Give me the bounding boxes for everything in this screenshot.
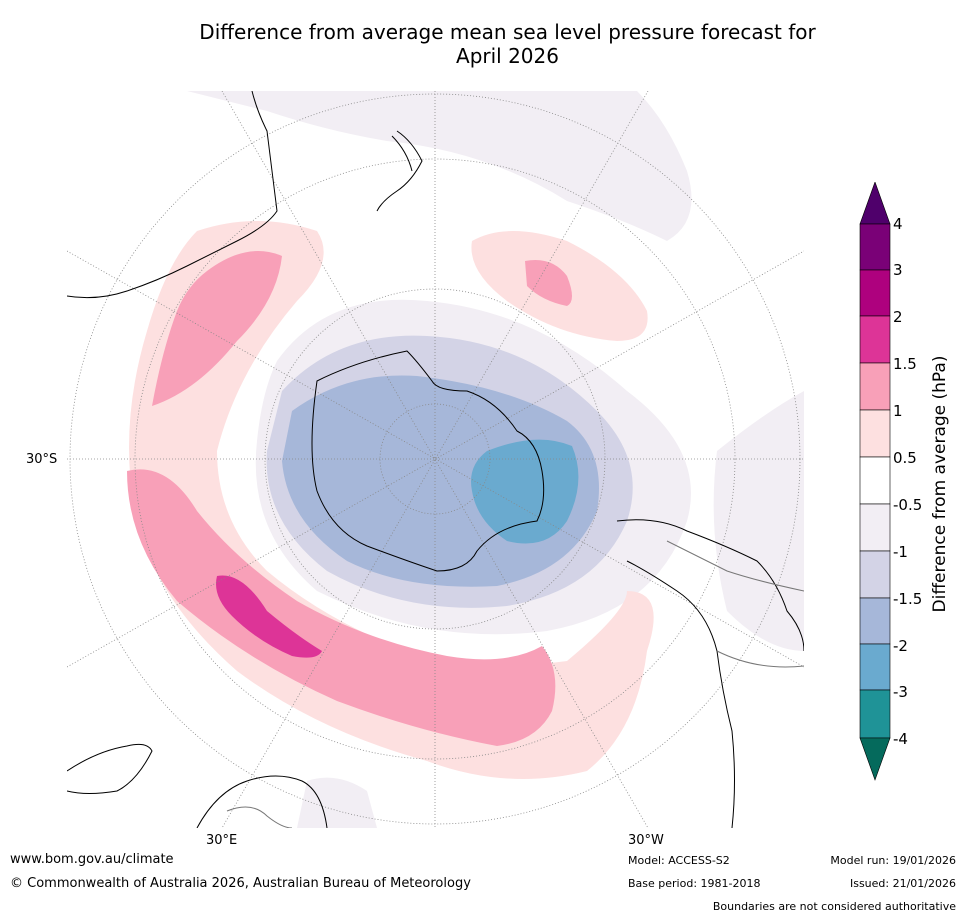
colorbar-segment-neg15-neg2 (859, 597, 891, 645)
south-america-border (666, 540, 804, 668)
polar-map (67, 91, 804, 828)
anomaly-pos1-bottom (127, 469, 556, 746)
anomaly-pos1-top-right (525, 260, 572, 306)
title-line-1: Difference from average mean sea level p… (199, 20, 816, 44)
south-america-coastline (616, 519, 804, 828)
colorbar-top-extend (859, 182, 891, 225)
colorbar-tick: 1 (893, 402, 903, 420)
colorbar-tick: 4 (893, 215, 903, 233)
colorbar-tick: 0.5 (893, 449, 917, 467)
colorbar-tick: 1.5 (893, 355, 917, 373)
issued-date: Issued: 21/01/2026 (849, 877, 956, 890)
anomaly-neg05-top (187, 91, 692, 241)
colorbar-tick: -4 (893, 730, 908, 748)
colorbar-segment-1-15 (859, 362, 891, 411)
anomaly-pos15 (216, 575, 322, 658)
colorbar-segment-neg2-neg3 (859, 643, 891, 691)
new-zealand-coastline (376, 130, 423, 212)
colorbar-segment-neg3-neg4 (859, 689, 891, 739)
title-line-2: April 2026 (456, 44, 559, 68)
boundary-disclaimer: Boundaries are not considered authoritat… (712, 900, 956, 913)
base-period: Base period: 1981-2018 (628, 877, 761, 890)
colorbar-segment-2-3 (859, 269, 891, 317)
africa-coastline (67, 743, 328, 828)
website-link[interactable]: www.bom.gov.au/climate (10, 852, 174, 867)
colorbar-segment-neg1-neg15 (859, 550, 891, 599)
map-title: Difference from average mean sea level p… (0, 20, 965, 68)
colorbar-tick: -3 (893, 683, 908, 701)
lon-label-30e: 30°E (206, 833, 238, 848)
colorbar-segment-05-1 (859, 409, 891, 458)
graticule (67, 91, 804, 828)
model-run: Model run: 19/01/2026 (830, 854, 956, 867)
africa-border (226, 806, 293, 828)
anomaly-pos1-left (152, 251, 282, 406)
antarctica-coastline (311, 350, 545, 572)
colorbar-tick: 2 (893, 308, 903, 326)
colorbar-tick: -2 (893, 637, 908, 655)
model-info: Model: ACCESS-S2 (628, 854, 730, 867)
colorbar-segment-15-2 (859, 315, 891, 364)
colorbar-tick: -0.5 (893, 496, 923, 514)
anomaly-neg2 (471, 439, 579, 544)
colorbar-tick: 3 (893, 261, 903, 279)
colorbar-segment-3-4 (859, 223, 891, 271)
copyright-text: © Commonwealth of Australia 2026, Austra… (10, 876, 471, 891)
australia-coastline (67, 91, 278, 299)
colorbar-label: Difference from average (hPa) (930, 355, 950, 613)
lat-label-30s: 30°S (26, 452, 58, 467)
colorbar-tick: -1 (893, 543, 908, 561)
lon-label-30w: 30°W (628, 833, 664, 848)
colorbar-segment-neg05-neg1 (859, 503, 891, 552)
colorbar-bottom-extend (859, 737, 891, 781)
colorbar (859, 182, 891, 781)
colorbar-tick: -1.5 (893, 590, 923, 608)
colorbar-segment-neutral (859, 456, 891, 505)
